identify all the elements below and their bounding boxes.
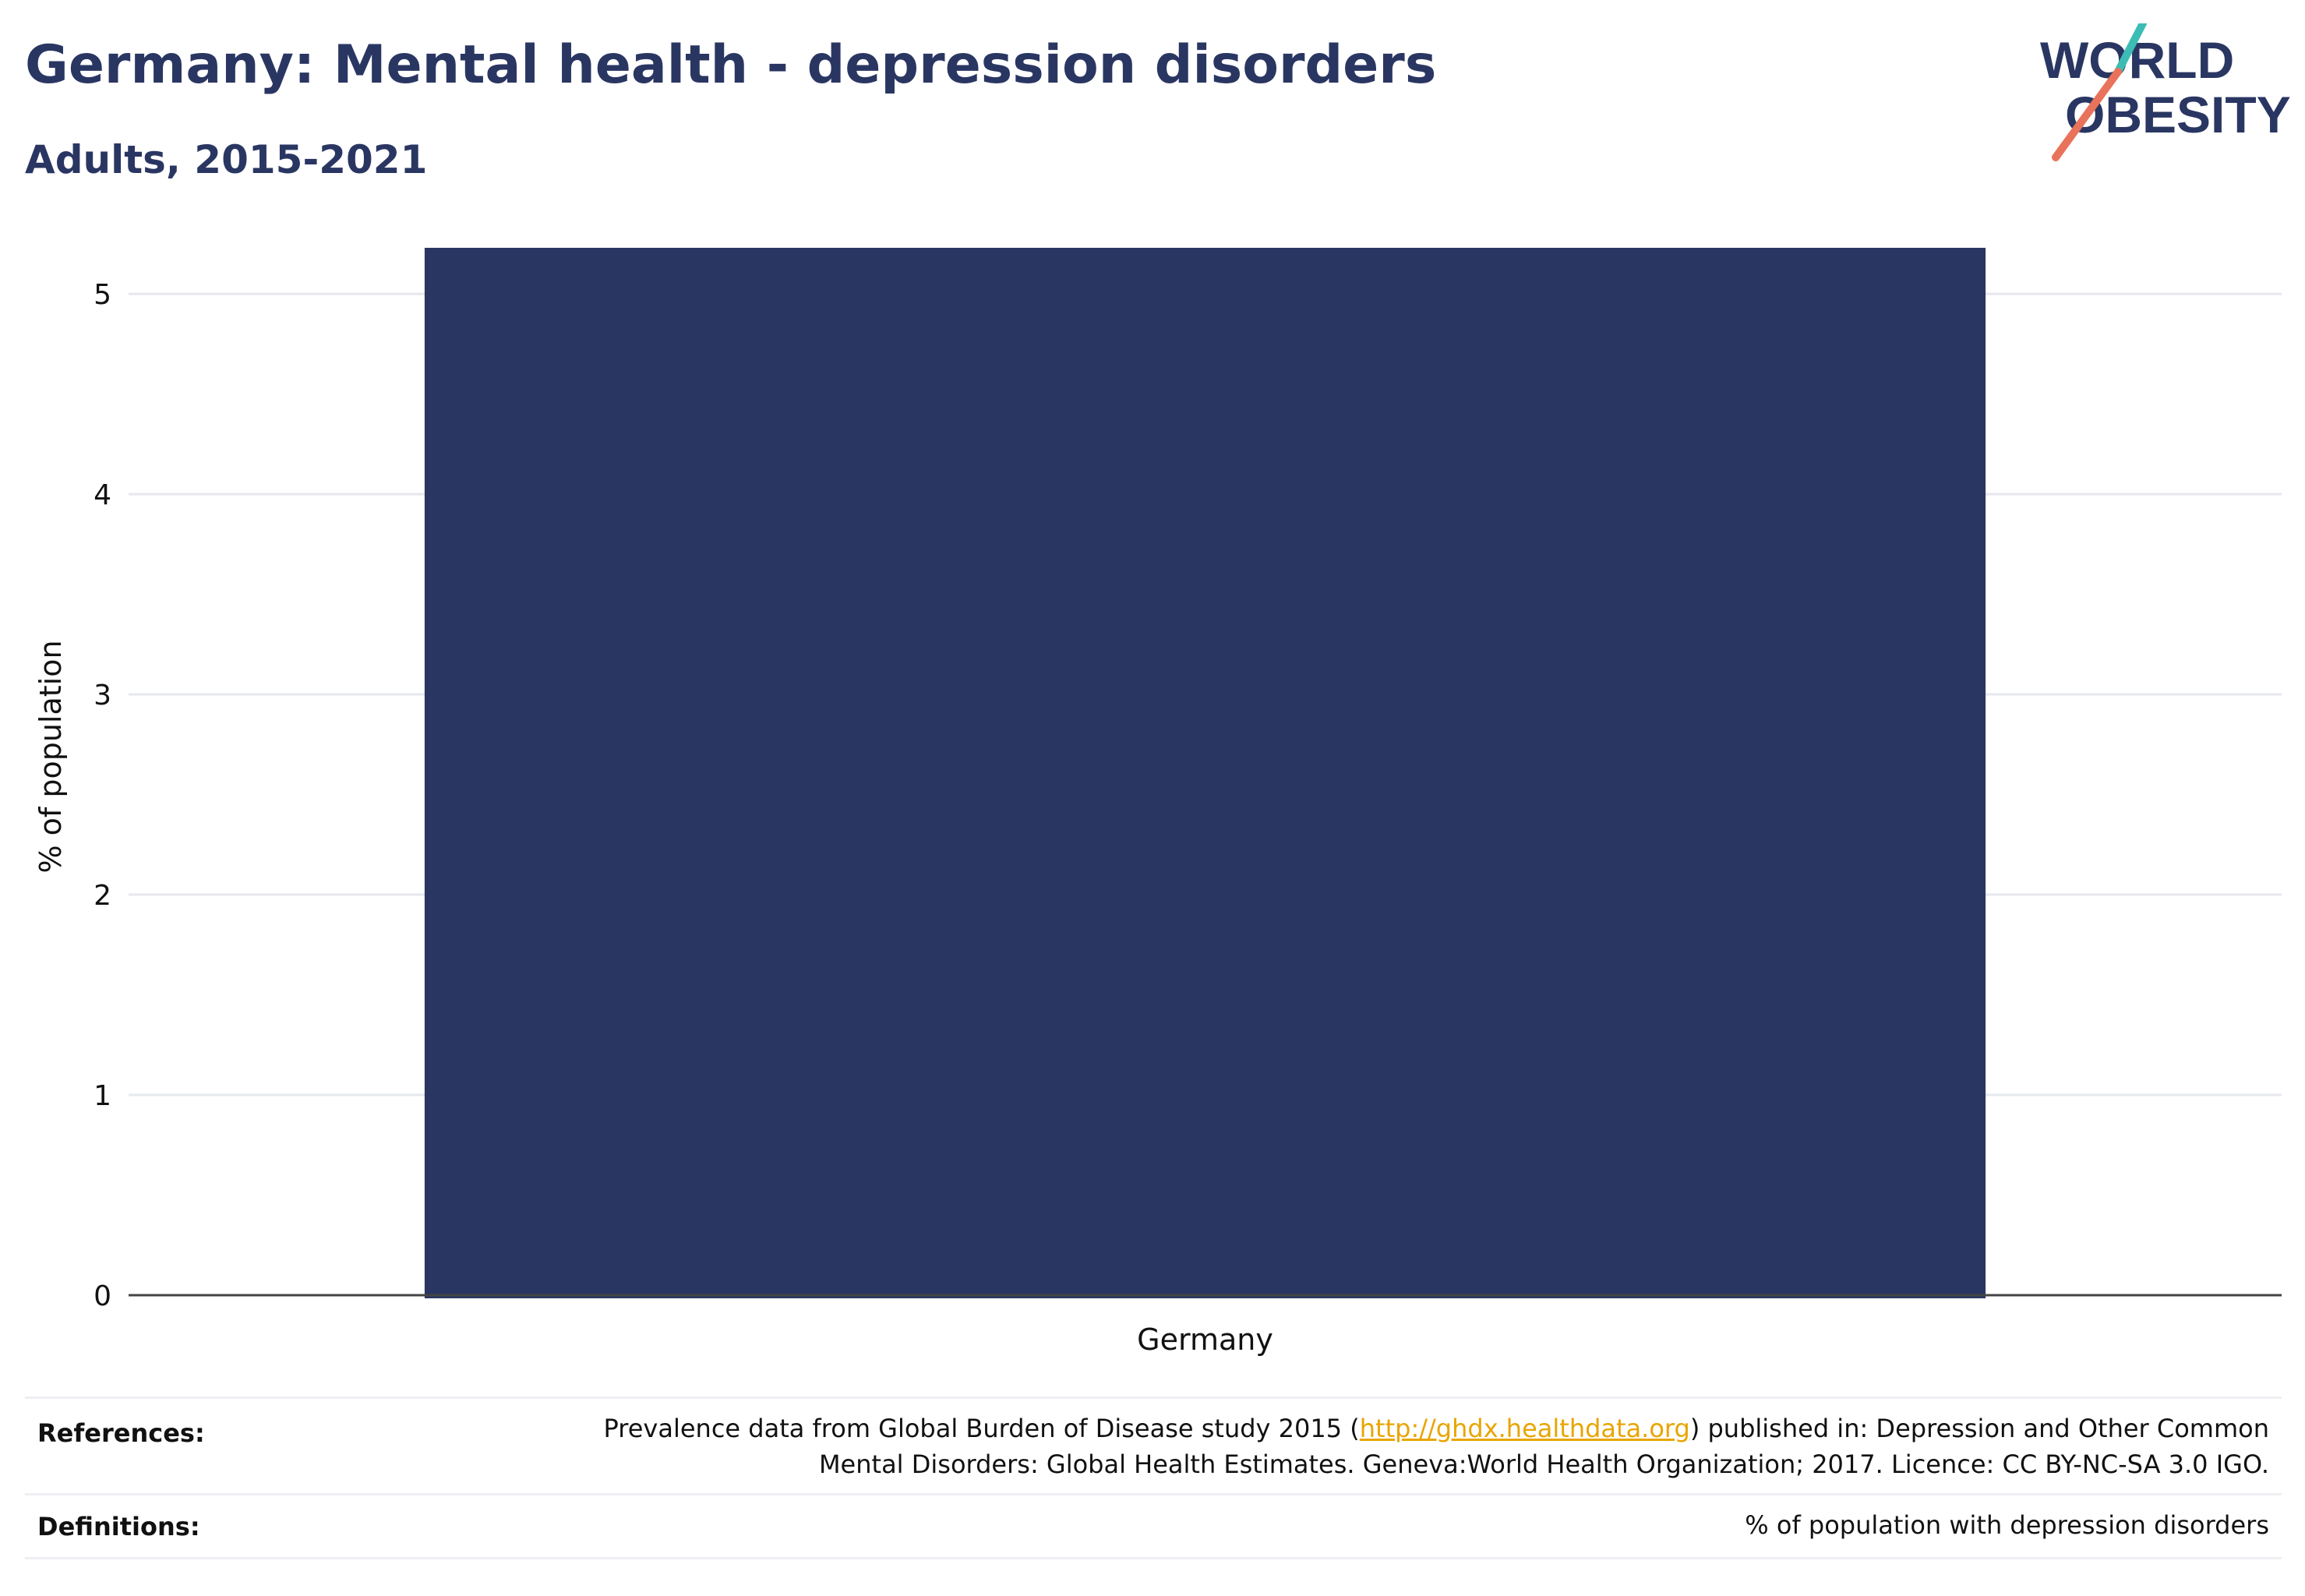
y-tick-label: 3 (94, 680, 111, 711)
y-axis-label: % of population (34, 640, 68, 873)
x-tick-label: Germany (1137, 1322, 1273, 1357)
x-tick-labels: Germany (1137, 1322, 1273, 1357)
footer-divider-top (25, 1396, 2282, 1399)
y-tick-labels: 0 1 2 3 4 5 (94, 279, 111, 1312)
definitions-text: % of population with depression disorder… (1745, 1510, 2269, 1540)
references-text-after: ) published in: Depression and Other Com… (1689, 1414, 2269, 1443)
definitions-label: Definitions: (37, 1512, 200, 1541)
y-tick-label: 4 (94, 479, 111, 511)
references-text-before: Prevalence data from Global Burden of Di… (603, 1414, 1360, 1443)
references-label: References: (37, 1418, 205, 1448)
footer-divider-mid (25, 1493, 2282, 1495)
footer-divider-bottom (25, 1557, 2282, 1559)
bar-chart: 0 1 2 3 4 5 Germany % of population (34, 247, 2282, 1357)
chart-subtitle: Adults, 2015-2021 (25, 137, 428, 182)
references-link[interactable]: http://ghdx.healthdata.org (1359, 1414, 1690, 1443)
references-line2: Mental Disorders: Global Health Estimate… (818, 1449, 2269, 1479)
logo-slash-coral (2052, 68, 2122, 161)
y-tick-label: 2 (94, 880, 111, 912)
references-text: Prevalence data from Global Burden of Di… (604, 1411, 2269, 1482)
y-tick-label: 0 (94, 1280, 111, 1312)
bars (424, 247, 1986, 1299)
y-tick-label: 5 (94, 279, 111, 311)
bar-germany (424, 247, 1986, 1299)
logo-slash-teal (2114, 23, 2147, 76)
y-tick-label: 1 (94, 1080, 111, 1112)
chart-title: Germany: Mental health - depression diso… (25, 34, 1437, 96)
references-row: References: Prevalence data from Global … (25, 1411, 2282, 1488)
definitions-row: Definitions: % of population with depres… (25, 1510, 2282, 1559)
world-obesity-logo: WORLD OBESITY (2040, 23, 2291, 161)
